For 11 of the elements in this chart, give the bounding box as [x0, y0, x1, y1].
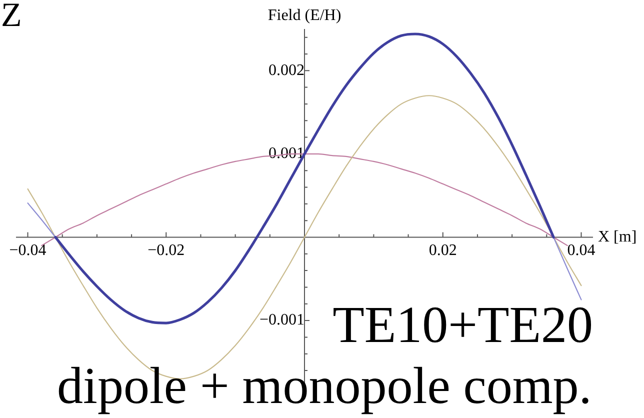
- x-axis-title: X [m]: [598, 228, 637, 246]
- x-tick-label: −0.04: [9, 242, 46, 260]
- x-tick-label: 0.04: [567, 242, 596, 260]
- y-tick-label: −0.001: [259, 312, 304, 329]
- annotation: dipole + monopole comp.: [57, 358, 592, 415]
- annotation: TE10+TE20: [332, 297, 593, 354]
- x-tick-label: 0.02: [428, 242, 457, 260]
- y-tick-label: 0.002: [268, 62, 304, 79]
- chart-title: Z: [1, 0, 22, 34]
- y-axis-title: Field (E/H): [268, 7, 342, 24]
- x-tick-label: −0.02: [148, 242, 185, 260]
